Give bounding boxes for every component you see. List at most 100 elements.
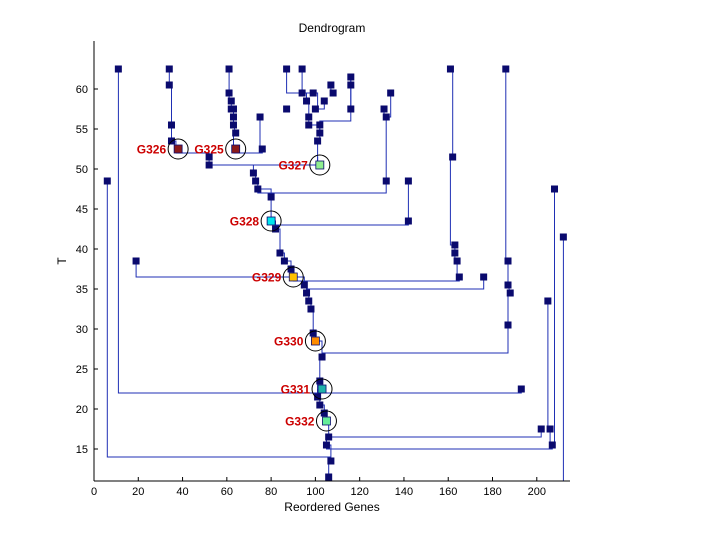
- group-node: [317, 384, 327, 394]
- group-node: [173, 144, 183, 154]
- group-node: [310, 336, 320, 346]
- dendrogram-node: [314, 137, 322, 145]
- y-tick-label: 25: [76, 364, 88, 376]
- dendrogram-node: [380, 105, 388, 113]
- dendrogram-node: [316, 121, 324, 129]
- dendrogram-node: [318, 353, 326, 361]
- dendrogram-node: [305, 113, 313, 121]
- dendrogram-node: [205, 161, 213, 169]
- dendrogram-node: [502, 65, 510, 73]
- dendrogram-nodes: [103, 65, 567, 481]
- dendrogram-node: [267, 193, 275, 201]
- dendrogram-node: [504, 257, 512, 265]
- dendrogram-node: [276, 249, 284, 257]
- dendrogram-node: [305, 121, 313, 129]
- dendrogram-node: [114, 65, 122, 73]
- dendrogram-edge: [386, 93, 392, 118]
- dendrogram-node: [329, 89, 337, 97]
- dendrogram-node: [300, 281, 308, 289]
- dendrogram-node: [254, 185, 262, 193]
- dendrogram-node: [229, 113, 237, 121]
- x-tick-label: 60: [221, 486, 233, 498]
- axes: 0 20 40 60 80 100 120 140 160 180 200 15 20 25 30 35 40 4…: [76, 41, 570, 498]
- dendrogram-node: [480, 273, 488, 281]
- y-tick-label: 60: [76, 84, 88, 96]
- y-tick-label: 35: [76, 284, 88, 296]
- dendrogram-node: [320, 97, 328, 105]
- dendrogram-node: [232, 129, 240, 137]
- dendrogram-node: [303, 289, 311, 297]
- dendrogram-node: [327, 81, 335, 89]
- dendrogram-node: [227, 97, 235, 105]
- group-label: G330: [274, 335, 304, 349]
- group-label: G332: [285, 415, 315, 429]
- y-axis-title: T: [55, 257, 69, 265]
- dendrogram-node: [316, 377, 324, 385]
- dendrogram-node: [325, 433, 333, 441]
- dendrogram-node: [449, 153, 457, 161]
- dendrogram-node: [314, 393, 322, 401]
- group-ring: [311, 378, 333, 400]
- group-ring: [282, 266, 304, 288]
- x-tick-label: 180: [483, 486, 501, 498]
- dendrogram-node: [229, 121, 237, 129]
- y-tick-label: 55: [76, 124, 88, 136]
- group-ring: [304, 330, 326, 352]
- dendrogram-edge: [135, 261, 294, 278]
- dendrogram-node: [559, 233, 567, 241]
- dendrogram-node: [309, 329, 317, 337]
- x-tick-label: 140: [395, 486, 413, 498]
- dendrogram-node: [298, 89, 306, 97]
- dendrogram-node: [205, 153, 213, 161]
- dendrogram-node: [307, 305, 315, 313]
- dendrogram-edge: [275, 228, 292, 269]
- dendrogram-edge: [117, 69, 322, 394]
- y-tick-label: 20: [76, 404, 88, 416]
- group-ring: [225, 138, 247, 160]
- x-tick-label: 0: [91, 486, 97, 498]
- dendrogram-node: [167, 121, 175, 129]
- x-tick-label: 80: [265, 486, 277, 498]
- dendrogram-node: [258, 145, 266, 153]
- group-markers: G326 G325 G327 G328 G329 G330 G331 G332: [137, 138, 337, 432]
- x-tick-label: 160: [439, 486, 457, 498]
- dendrogram-edge: [552, 189, 555, 446]
- group-ring: [315, 410, 337, 432]
- dendrogram-node: [544, 297, 552, 305]
- dendrogram-node: [387, 89, 395, 97]
- dendrogram-edge: [326, 420, 542, 438]
- dendrogram-node: [316, 401, 324, 409]
- y-tick-label: 15: [76, 444, 88, 456]
- group-node: [288, 272, 298, 282]
- dendrogram-node: [283, 105, 291, 113]
- x-tick-label: 40: [176, 486, 188, 498]
- dendrogram-node: [327, 457, 335, 465]
- dendrogram-edges: [106, 69, 564, 482]
- dendrogram-node: [551, 185, 559, 193]
- dendrogram-node: [455, 273, 463, 281]
- y-tick-label: 45: [76, 204, 88, 216]
- dendrogram-node: [382, 177, 390, 185]
- x-tick-label: 20: [132, 486, 144, 498]
- group-node: [322, 416, 331, 426]
- dendrogram-edge: [326, 301, 553, 450]
- dendrogram-node: [504, 281, 512, 289]
- dendrogram-node: [517, 385, 525, 393]
- x-tick-label: 120: [350, 486, 368, 498]
- group-label: G325: [194, 143, 224, 157]
- dendrogram-node: [537, 425, 545, 433]
- dendrogram-node: [103, 177, 111, 185]
- dendrogram-node: [404, 217, 412, 225]
- dendrogram-node: [287, 265, 295, 273]
- dendrogram-node: [256, 113, 264, 121]
- x-tick-label: 200: [528, 486, 546, 498]
- group-ring: [260, 210, 282, 232]
- dendrogram-node: [249, 169, 257, 177]
- dendrogram-node: [283, 65, 291, 73]
- y-tick-label: 50: [76, 164, 88, 176]
- dendrogram-node: [504, 321, 512, 329]
- dendrogram-node: [546, 425, 554, 433]
- dendrogram-node: [165, 65, 173, 73]
- dendrogram-node: [229, 105, 237, 113]
